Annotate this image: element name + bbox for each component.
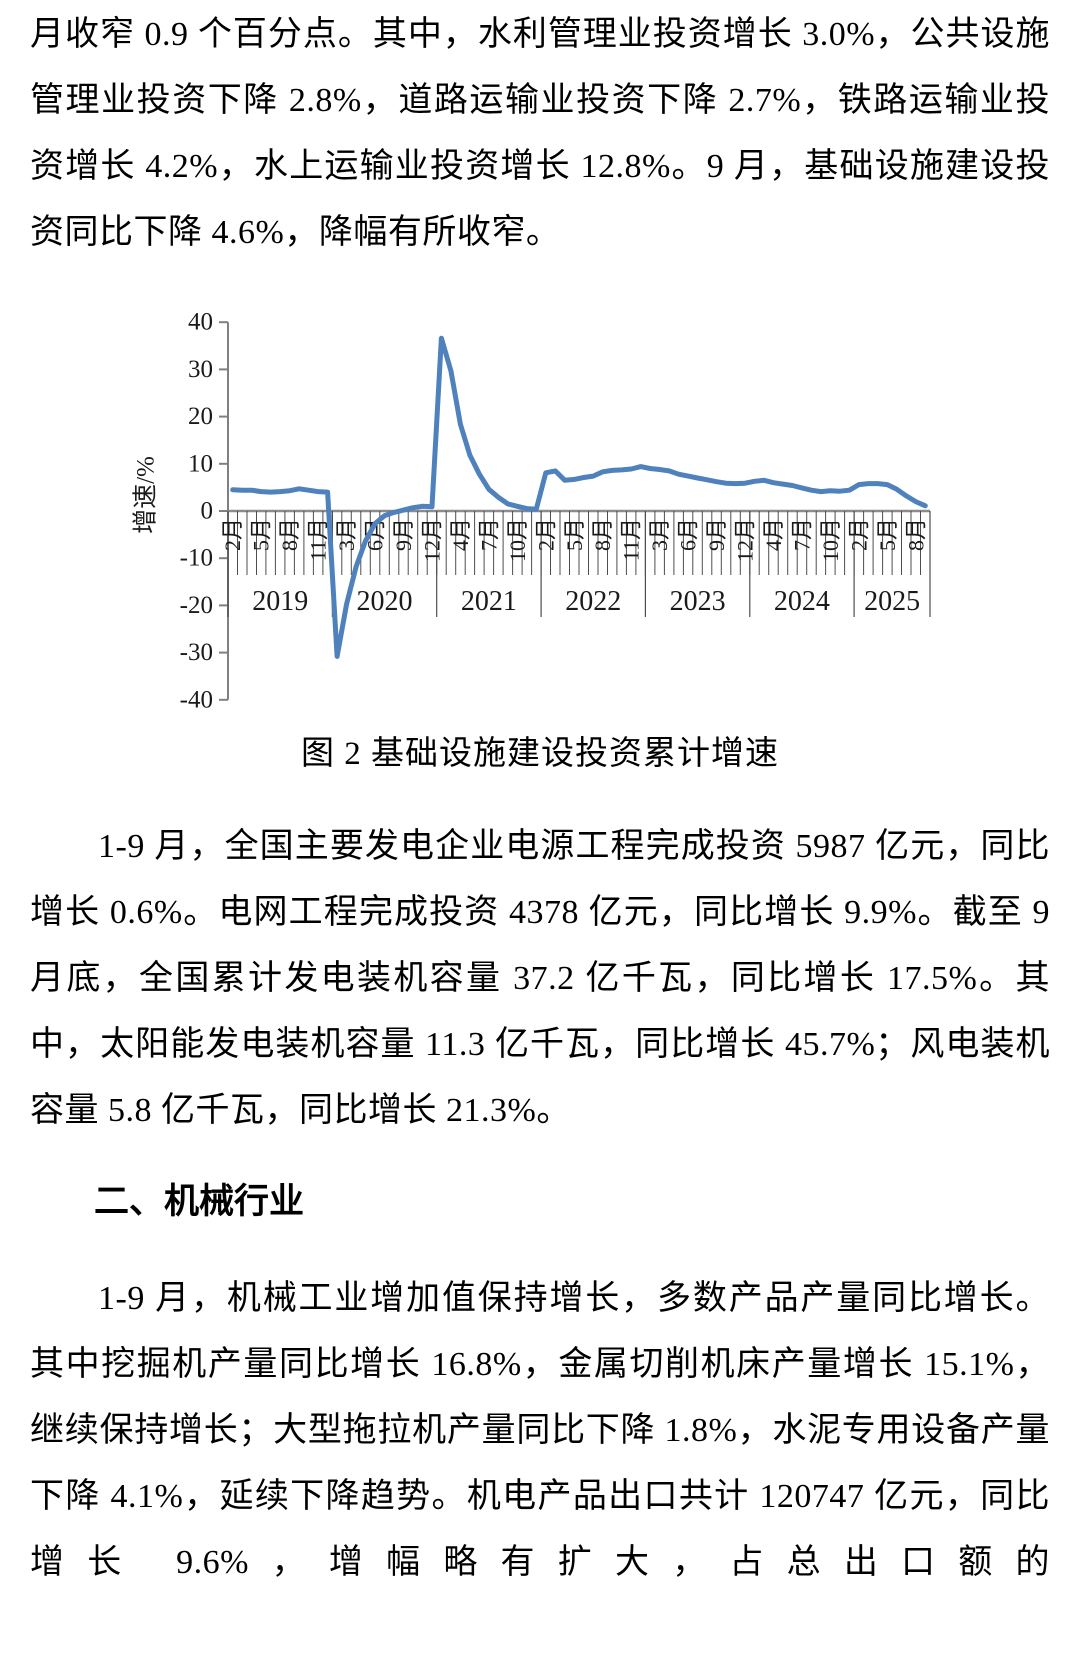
month-tick-label: 4月 (448, 518, 473, 551)
month-tick-label: 10月 (505, 518, 530, 562)
month-tick-label: 11月 (619, 518, 644, 561)
month-tick-label: 12月 (420, 518, 445, 562)
month-tick-label: 2月 (220, 518, 245, 551)
month-tick-label: 4月 (761, 518, 786, 551)
month-tick-label: 3月 (334, 518, 359, 551)
month-tick-label: 8月 (590, 518, 615, 551)
year-label: 2021 (461, 586, 517, 617)
paragraph-infrastructure-detail: 月收窄 0.9 个百分点。其中，水利管理业投资增长 3.0%，公共设施管理业投资… (30, 16, 1050, 251)
year-label: 2020 (357, 586, 413, 617)
month-tick-label: 7月 (476, 518, 501, 551)
figure-2-caption: 图 2 基础设施建设投资累计增速 (301, 736, 779, 772)
year-label: 2022 (565, 586, 621, 617)
month-tick-label: 3月 (647, 518, 672, 551)
month-tick-label: 8月 (277, 518, 302, 551)
section-heading-machinery: 二、机械行业 (94, 1182, 305, 1221)
y-tick-label: -40 (180, 686, 213, 710)
month-tick-label: 5月 (875, 518, 900, 551)
paragraph-power-investment: 1-9 月，全国主要发电企业电源工程完成投资 5987 亿元，同比增长 0.6%… (30, 828, 1050, 1129)
y-tick-label: 10 (188, 450, 213, 477)
month-tick-label: 12月 (733, 518, 758, 562)
month-tick-label: 9月 (391, 518, 416, 551)
y-axis-title: 增速/% (132, 456, 160, 534)
report-page: 月收窄 0.9 个百分点。其中，水利管理业投资增长 3.0%，公共设施管理业投资… (0, 16, 1080, 1581)
y-tick-label: 0 (201, 498, 214, 525)
month-tick-label: 7月 (789, 518, 814, 551)
y-tick-label: 30 (188, 356, 213, 383)
month-tick-label: 5月 (562, 518, 587, 551)
y-tick-label: 40 (188, 309, 213, 336)
y-tick-label: -30 (180, 639, 213, 666)
month-tick-label: 2月 (846, 518, 871, 551)
month-tick-label: 2月 (533, 518, 558, 551)
figure-2-line-chart: -40 -30 -20 -10 0 10 20 30 40 2019 2020 2021 2022 202… (132, 309, 931, 710)
month-tick-label: 11月 (306, 518, 331, 561)
figure-2: -40 -30 -20 -10 0 10 20 30 40 2019 2020 2021 2022 202… (0, 280, 1080, 776)
year-label: 2019 (252, 586, 308, 617)
month-tick-label: 8月 (903, 518, 928, 551)
y-tick-label: -20 (180, 592, 213, 619)
year-label: 2023 (670, 586, 726, 617)
year-label: 2024 (774, 586, 830, 617)
year-label: 2025 (864, 586, 920, 617)
paragraph-machinery: 1-9 月，机械工业增加值保持增长，多数产品产量同比增长。其中挖掘机产量同比增长… (30, 1280, 1050, 1581)
month-tick-label: 9月 (704, 518, 729, 551)
month-tick-label: 6月 (676, 518, 701, 551)
y-tick-label: 20 (188, 403, 213, 430)
month-tick-label: 5月 (249, 518, 274, 551)
y-tick-label: -10 (180, 545, 213, 572)
series-line (230, 335, 928, 659)
month-tick-label: 10月 (818, 518, 843, 562)
